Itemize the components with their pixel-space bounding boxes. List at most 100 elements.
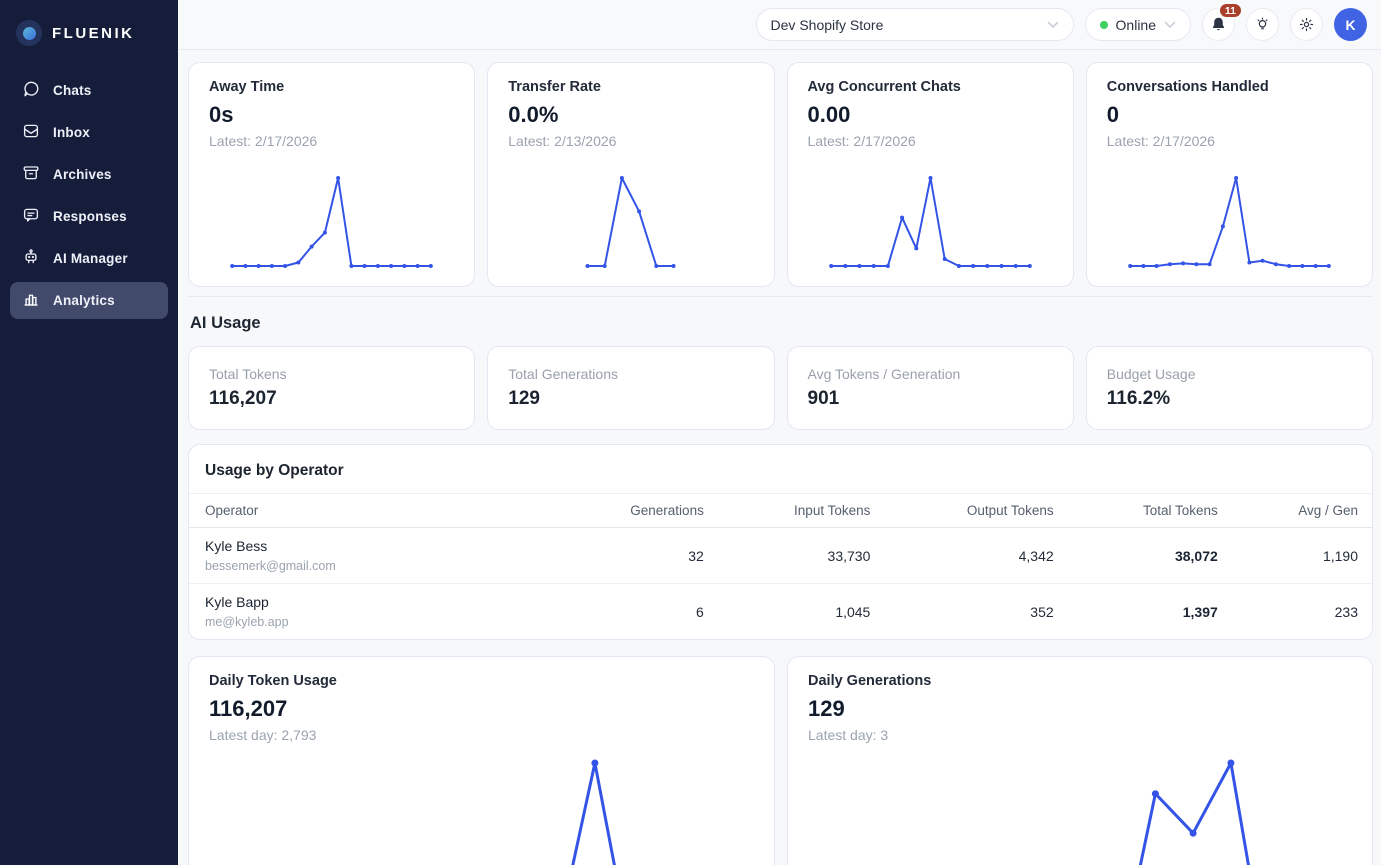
archive-icon — [22, 164, 40, 185]
sidebar-item-label: Inbox — [53, 125, 90, 140]
sidebar-item-label: Responses — [53, 209, 127, 224]
tips-button[interactable] — [1246, 8, 1279, 41]
sidebar-item-label: AI Manager — [53, 251, 128, 266]
col-total-tokens: Total Tokens — [1067, 493, 1232, 528]
card-latest: Latest: 2/17/2026 — [209, 133, 318, 149]
avg-concurrent-sparkline — [808, 172, 1053, 272]
sidebar-item-label: Archives — [53, 167, 112, 182]
daily-token-usage-chart — [209, 755, 754, 865]
stat-label: Total Generations — [508, 366, 618, 382]
sidebar-item-ai-manager[interactable]: AI Manager — [10, 240, 168, 277]
sidebar-item-archives[interactable]: Archives — [10, 156, 168, 193]
card-value: 0.00 — [807, 102, 851, 127]
card-title: Transfer Rate — [508, 79, 601, 95]
card-value: 0.0% — [508, 102, 559, 127]
top-bar: Dev Shopify Store Online 11 K — [178, 0, 1381, 50]
status-selector[interactable]: Online — [1084, 8, 1191, 41]
card-latest: Latest day: 2,793 — [209, 727, 317, 743]
avg-tokens-generation-card: Avg Tokens / Generation 901 — [786, 346, 1074, 430]
ai-usage-stats-row: Total Tokens 116,207 Total Generations 1… — [188, 346, 1373, 430]
col-output-tokens: Output Tokens — [884, 493, 1068, 528]
table-row: Kyle Bess bessemerk@gmail.com 32 33,730 … — [189, 527, 1372, 584]
stat-value: 901 — [807, 388, 840, 409]
sidebar: FLUENIK Chats Inbox Archives Responses A… — [0, 0, 178, 865]
table-title: Usage by Operator — [205, 462, 344, 479]
notification-badge: 11 — [1217, 2, 1243, 19]
sidebar-item-label: Chats — [53, 83, 92, 98]
card-latest: Latest: 2/17/2026 — [1106, 133, 1215, 149]
budget-usage-card: Budget Usage 116.2% — [1085, 346, 1373, 430]
card-title: Daily Token Usage — [209, 673, 337, 689]
sidebar-nav: Chats Inbox Archives Responses AI Manage… — [10, 72, 168, 319]
total-generations-card: Total Generations 129 — [487, 346, 775, 430]
cell-input-tokens: 1,045 — [835, 603, 871, 620]
sidebar-item-inbox[interactable]: Inbox — [10, 114, 168, 151]
conversations-sparkline — [1107, 172, 1352, 272]
notifications-button[interactable]: 11 — [1202, 2, 1243, 41]
card-value: 0s — [209, 102, 234, 127]
operator-name: Kyle Bess — [205, 538, 268, 554]
transfer-rate-sparkline — [508, 172, 753, 272]
stat-label: Budget Usage — [1106, 366, 1196, 382]
daily-token-usage-card: Daily Token Usage 116,207 Latest day: 2,… — [188, 656, 775, 865]
chevron-down-icon — [1164, 21, 1176, 28]
cell-total-tokens: 38,072 — [1067, 527, 1232, 584]
card-latest: Latest day: 3 — [808, 727, 889, 743]
bar-chart-icon — [22, 290, 40, 311]
ai-usage-heading: AI Usage — [190, 314, 261, 332]
section-divider — [188, 296, 1373, 297]
avg-concurrent-chats-card: Avg Concurrent Chats 0.00 Latest: 2/17/2… — [786, 62, 1074, 287]
col-avg-gen: Avg / Gen — [1231, 493, 1372, 528]
main-area: Dev Shopify Store Online 11 K — [178, 0, 1381, 865]
usage-by-operator-table: Operator Generations Input Tokens Output… — [189, 493, 1372, 639]
sidebar-item-chats[interactable]: Chats — [10, 72, 168, 109]
store-selector[interactable]: Dev Shopify Store — [755, 8, 1074, 41]
table-row: Kyle Bapp me@kyleb.app 6 1,045 352 1,397… — [189, 584, 1372, 640]
stat-value: 116.2% — [1106, 388, 1171, 409]
card-title: Away Time — [209, 79, 285, 95]
cell-generations: 32 — [555, 527, 718, 584]
status-selector-value: Online — [1115, 16, 1156, 33]
store-selector-value: Dev Shopify Store — [770, 16, 884, 33]
card-title: Avg Concurrent Chats — [807, 79, 961, 95]
card-value: 116,207 — [209, 696, 288, 721]
sidebar-item-label: Analytics — [53, 293, 115, 308]
sidebar-item-analytics[interactable]: Analytics — [10, 282, 168, 319]
total-tokens-card: Total Tokens 116,207 — [188, 346, 476, 430]
user-avatar[interactable]: K — [1334, 8, 1367, 41]
daily-generations-card: Daily Generations 129 Latest day: 3 — [787, 656, 1373, 865]
card-latest: Latest: 2/13/2026 — [508, 133, 617, 149]
away-time-sparkline — [209, 172, 454, 272]
card-value: 0 — [1106, 102, 1119, 127]
card-title: Conversations Handled — [1106, 79, 1269, 95]
card-value: 129 — [808, 696, 845, 721]
analytics-page: Away Time 0s Latest: 2/17/2026 Transfer … — [178, 50, 1381, 865]
stat-label: Total Tokens — [209, 366, 287, 382]
cell-total-tokens: 1,397 — [1182, 603, 1218, 620]
cell-generations: 6 — [696, 603, 704, 620]
daily-charts-row: Daily Token Usage 116,207 Latest day: 2,… — [188, 656, 1373, 865]
fluenik-logo-icon — [16, 20, 42, 46]
stat-value: 129 — [508, 388, 540, 409]
sidebar-item-responses[interactable]: Responses — [10, 198, 168, 235]
conversations-handled-card: Conversations Handled 0 Latest: 2/17/202… — [1085, 62, 1373, 287]
usage-by-operator-card: Usage by Operator Operator Generations I… — [188, 444, 1373, 640]
bell-icon — [1212, 17, 1225, 31]
chevron-down-icon — [1047, 21, 1058, 28]
chat-stats-row: Away Time 0s Latest: 2/17/2026 Transfer … — [188, 62, 1373, 287]
daily-generations-chart — [808, 755, 1352, 865]
card-title: Daily Generations — [808, 673, 932, 689]
stat-label: Avg Tokens / Generation — [807, 366, 961, 382]
logo-text: FLUENIK — [52, 24, 135, 42]
col-generations: Generations — [555, 493, 718, 528]
online-status-dot — [1099, 20, 1108, 29]
operator-name: Kyle Bapp — [205, 594, 269, 610]
stat-value: 116,207 — [209, 388, 277, 409]
lightbulb-icon — [1257, 17, 1268, 30]
settings-button[interactable] — [1290, 8, 1323, 41]
logo: FLUENIK — [10, 18, 168, 72]
responses-icon — [22, 206, 40, 227]
chat-bubble-icon — [22, 80, 40, 101]
table-header-row: Operator Generations Input Tokens Output… — [189, 493, 1372, 528]
